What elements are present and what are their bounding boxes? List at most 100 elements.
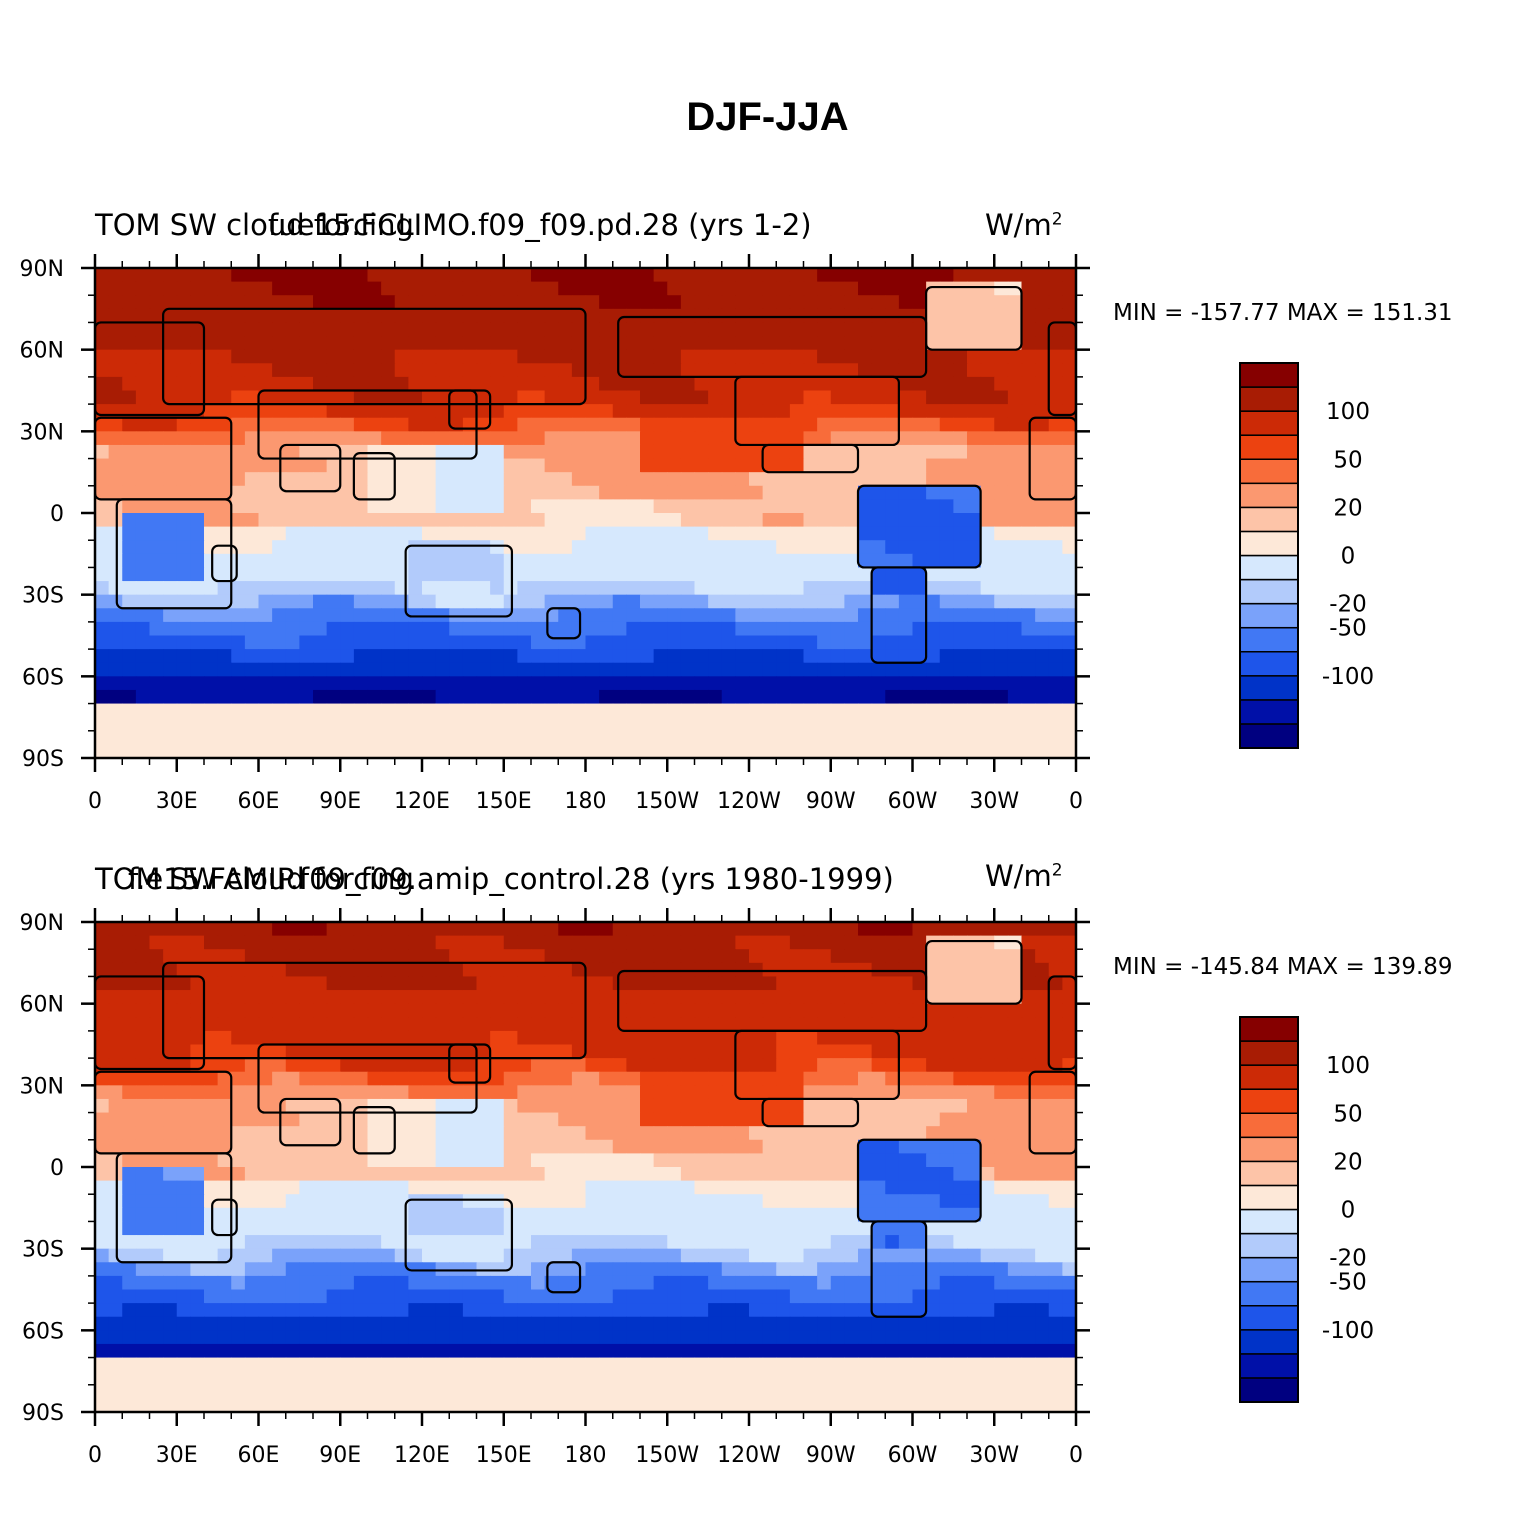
heatmap-cell [503, 676, 518, 691]
heatmap-cell [1007, 1180, 1023, 1195]
heatmap-cell [353, 1003, 369, 1018]
heatmap-cell [367, 1030, 382, 1046]
heatmap-cell [858, 1316, 873, 1331]
heatmap-cell [244, 744, 260, 758]
heatmap-cell [435, 730, 450, 745]
heatmap-cell [190, 1275, 205, 1291]
heatmap-cell [980, 949, 995, 964]
heatmap-cell [858, 540, 873, 555]
heatmap-cell [149, 336, 164, 351]
heatmap-cell [803, 458, 818, 473]
heatmap-cell [803, 922, 818, 937]
heatmap-cell [898, 268, 914, 283]
heatmap-cell [408, 295, 423, 310]
heatmap-cell [190, 553, 205, 569]
heatmap-cell [980, 703, 995, 718]
heatmap-cell [422, 404, 437, 419]
heatmap-cell [408, 1126, 423, 1141]
heatmap-cell [994, 567, 1009, 582]
heatmap-cell [571, 1017, 587, 1032]
heatmap-cell [708, 1221, 723, 1236]
heatmap-cell [653, 1003, 668, 1018]
heatmap-cell [95, 349, 110, 364]
heatmap-cell [394, 458, 409, 473]
heatmap-cell [149, 608, 164, 623]
heatmap-cell [340, 990, 355, 1005]
heatmap-cell [517, 635, 532, 650]
heatmap-cell [585, 717, 600, 732]
heatmap-cell [108, 1017, 123, 1032]
heatmap-cell [313, 485, 328, 500]
heatmap-cell [231, 1126, 246, 1141]
heatmap-cell [994, 922, 1009, 937]
heatmap-cell [871, 581, 886, 596]
heatmap-cell [299, 1058, 314, 1073]
heatmap-cell [571, 1098, 587, 1114]
heatmap-cell [217, 1207, 232, 1223]
heatmap-cell [149, 1017, 164, 1032]
heatmap-cell [803, 703, 818, 718]
heatmap-cell [449, 376, 464, 392]
heatmap-cell [258, 1262, 273, 1277]
heatmap-cell [735, 1316, 750, 1331]
heatmap-cell [95, 540, 110, 555]
heatmap-cell [476, 1044, 491, 1059]
heatmap-cell [95, 308, 110, 324]
heatmap-cell [721, 1316, 736, 1331]
heatmap-cell [462, 621, 478, 637]
heatmap-cell [422, 1071, 437, 1086]
heatmap-cell [1048, 349, 1063, 364]
heatmap-cell [176, 404, 191, 419]
heatmap-cell [599, 581, 614, 596]
heatmap-cell [353, 976, 369, 991]
heatmap-cell [517, 526, 532, 541]
heatmap-cell [422, 1289, 437, 1304]
x-tick-label: 150W [635, 789, 699, 814]
heatmap-cell [163, 1235, 178, 1250]
heatmap-cell [1048, 540, 1063, 555]
heatmap-cell [176, 676, 191, 691]
heatmap-cell [980, 349, 995, 364]
heatmap-cell [353, 1235, 369, 1250]
heatmap-cell [544, 390, 559, 405]
heatmap-cell [939, 1126, 954, 1141]
heatmap-cell [435, 268, 450, 283]
heatmap-cell [299, 417, 314, 432]
heatmap-cell [708, 1207, 723, 1223]
heatmap-cell [190, 990, 205, 1005]
heatmap-cell [394, 676, 409, 691]
heatmap-cell [558, 349, 573, 364]
heatmap-cell [163, 1139, 178, 1154]
heatmap-cell [299, 295, 314, 310]
heatmap-cell [612, 336, 627, 351]
heatmap-cell [789, 949, 805, 964]
heatmap-cell [926, 1289, 941, 1304]
heatmap-cell [517, 1112, 532, 1127]
heatmap-cell [858, 390, 873, 405]
heatmap-cell [939, 376, 954, 392]
heatmap-cell [898, 513, 914, 528]
heatmap-cell [844, 404, 859, 419]
heatmap-cell [858, 990, 873, 1005]
heatmap-cell [994, 744, 1009, 758]
heatmap-cell [258, 295, 273, 310]
heatmap-cell [408, 1071, 423, 1086]
heatmap-cell [531, 1248, 546, 1263]
heatmap-cell [585, 540, 600, 555]
heatmap-cell [830, 649, 845, 664]
heatmap-cell [190, 1194, 205, 1209]
heatmap-cell [653, 621, 668, 637]
heatmap-cell [653, 1248, 668, 1263]
heatmap-cell [885, 703, 900, 718]
heatmap-cell [163, 1180, 178, 1195]
heatmap-cell [789, 1139, 805, 1154]
heatmap-cell [204, 268, 219, 283]
heatmap-cell [599, 744, 614, 758]
heatmap-cell [871, 689, 886, 705]
heatmap-cell [244, 676, 260, 691]
heatmap-cell [217, 1030, 232, 1046]
heatmap-cell [994, 376, 1009, 392]
heatmap-cell [176, 1275, 191, 1291]
heatmap-cell [994, 1044, 1009, 1059]
heatmap-cell [558, 281, 573, 296]
